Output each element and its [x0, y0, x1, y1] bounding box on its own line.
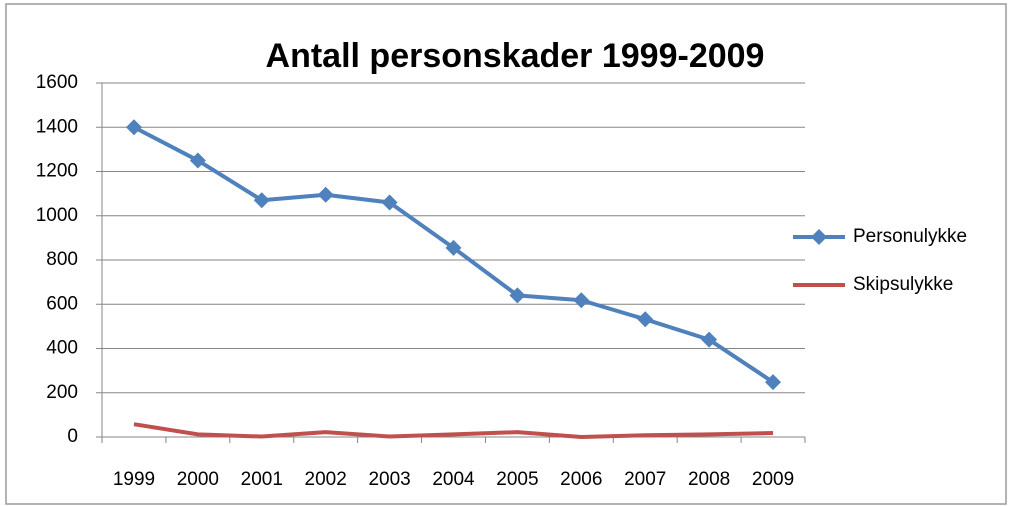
series-line [133, 422, 774, 439]
x-tick-label: 2006 [560, 469, 602, 490]
point-marker [253, 192, 270, 209]
x-tick-label: 2008 [688, 469, 730, 490]
legend-marker [811, 229, 827, 245]
point-marker [125, 119, 142, 136]
chart-title: Antall personskader 1999-2009 [266, 37, 765, 75]
point-marker [509, 287, 526, 304]
x-tick-label: 2005 [496, 469, 538, 490]
x-tick-label: 2003 [368, 469, 410, 490]
y-tick-label: 0 [67, 426, 78, 447]
y-tick-label: 1600 [36, 72, 78, 93]
y-tick-label: 1200 [36, 161, 78, 182]
x-tick-label: 1999 [113, 469, 155, 490]
chart-frame [5, 3, 1007, 505]
x-tick-label: 2007 [624, 469, 666, 490]
point-marker [445, 239, 462, 256]
point-marker [701, 331, 718, 348]
point-marker [189, 152, 206, 169]
y-tick-label: 1000 [36, 205, 78, 226]
point-marker [765, 374, 782, 391]
x-tick-label: 2001 [241, 469, 283, 490]
y-tick-label: 600 [46, 293, 78, 314]
x-tick-label: 2004 [432, 469, 475, 490]
x-tick-label: 2002 [305, 469, 347, 490]
x-tick-label: 2009 [752, 469, 794, 490]
y-tick-label: 400 [46, 338, 78, 359]
y-tick-label: 800 [46, 249, 78, 270]
y-tick-label: 200 [46, 382, 78, 403]
point-marker [317, 186, 334, 203]
point-marker [637, 311, 654, 328]
legend-label: Personulykke [853, 226, 967, 247]
point-marker [573, 292, 590, 309]
point-marker [381, 194, 398, 211]
y-tick-label: 1400 [36, 116, 78, 137]
x-tick-label: 2000 [177, 469, 219, 490]
legend-label: Skipsulykke [853, 274, 953, 295]
